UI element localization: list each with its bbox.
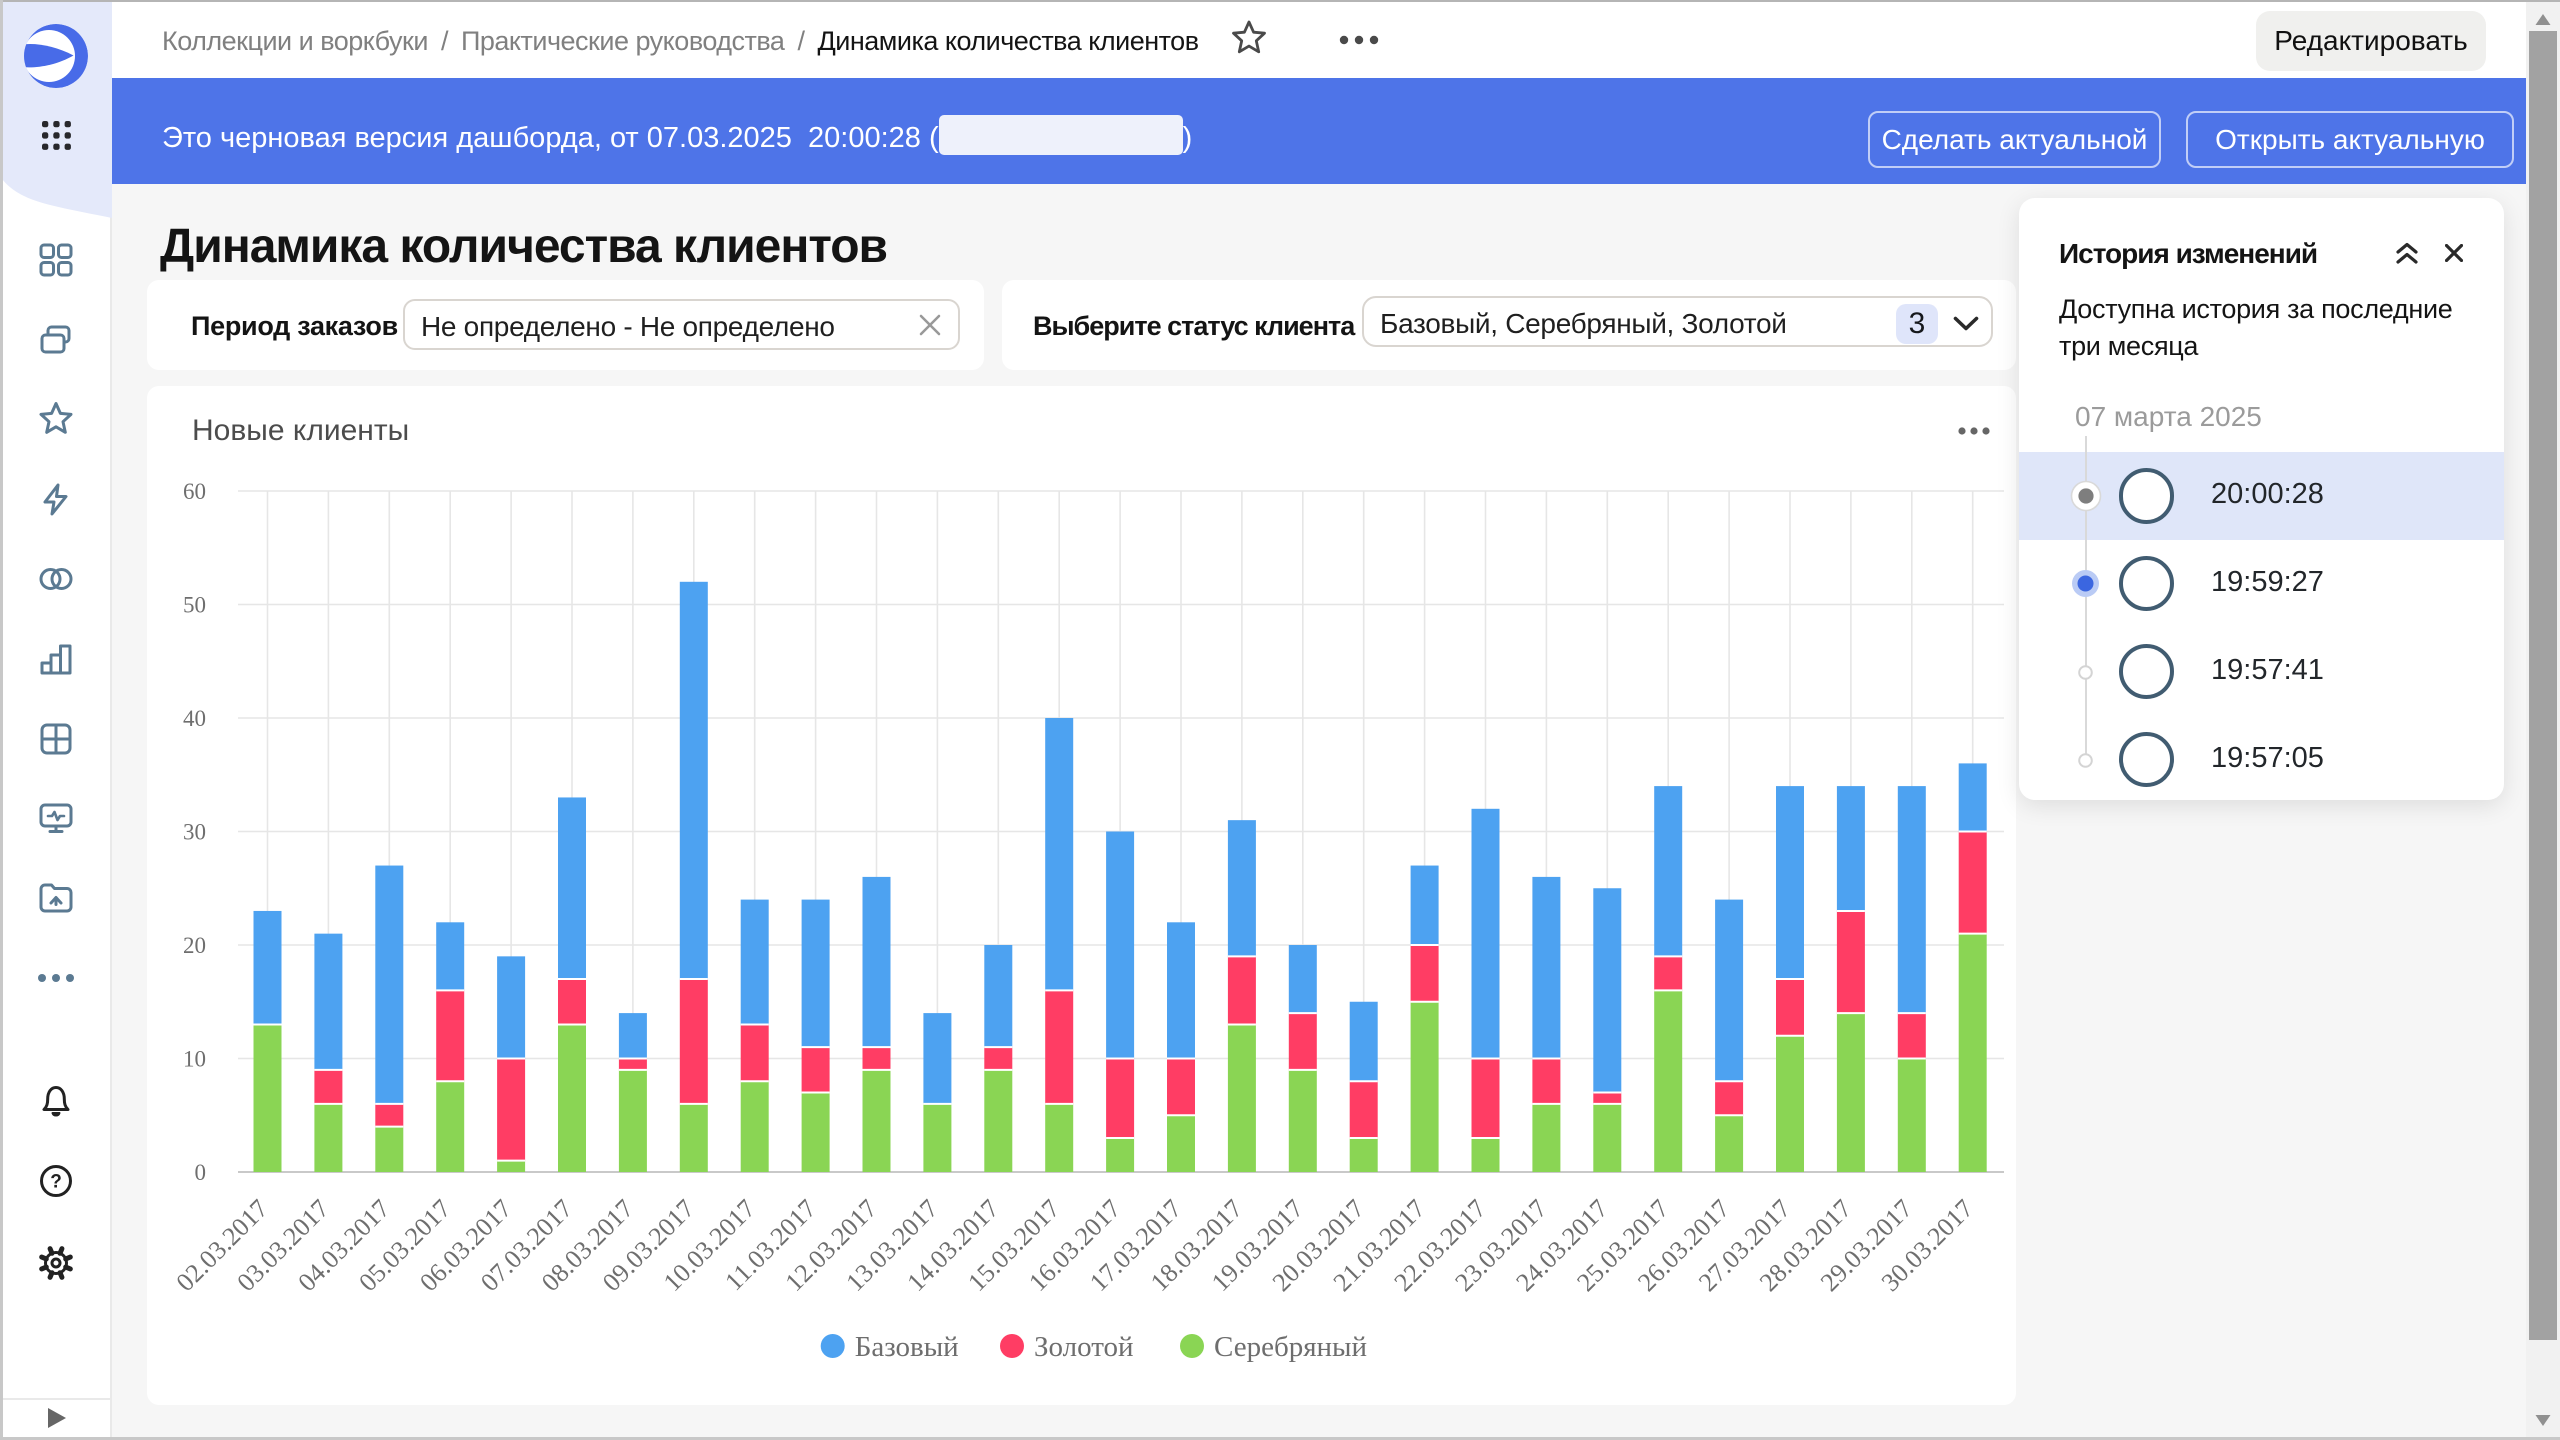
svg-text:0: 0 [195, 1160, 207, 1185]
svg-text:Серебряный: Серебряный [1214, 1331, 1367, 1363]
svg-text:?: ? [50, 1172, 62, 1193]
svg-text:Базовый: Базовый [855, 1331, 959, 1363]
svg-text:20: 20 [183, 933, 206, 958]
svg-text:10: 10 [183, 1047, 206, 1072]
svg-text:40: 40 [183, 706, 206, 731]
svg-text:50: 50 [183, 593, 206, 618]
svg-text:60: 60 [183, 479, 206, 504]
svg-text:Золотой: Золотой [1034, 1331, 1134, 1363]
svg-text:30: 30 [183, 820, 206, 845]
